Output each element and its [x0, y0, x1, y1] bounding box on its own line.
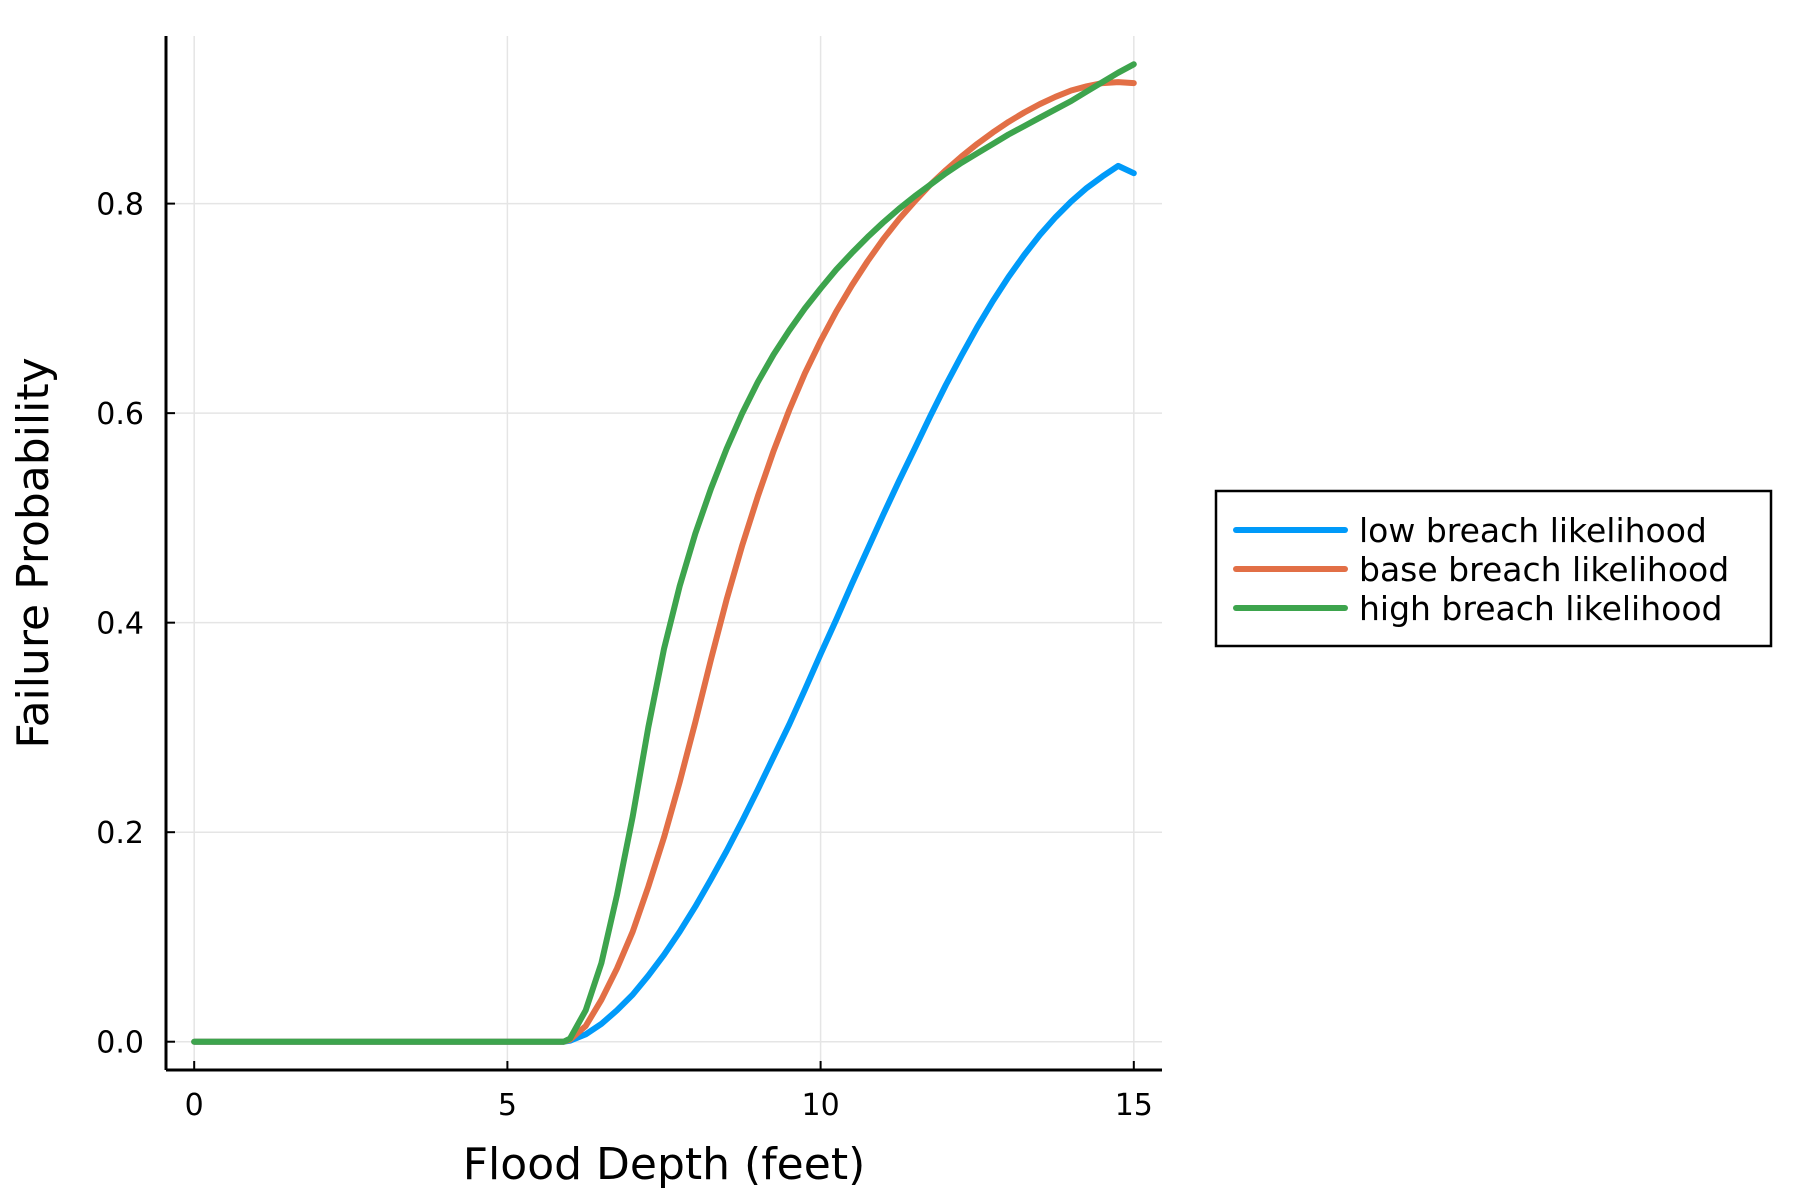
- series-line-2: [191, 79, 1137, 1045]
- x-tick-label: 0: [185, 1088, 204, 1123]
- series-line-3: [191, 61, 1137, 1045]
- series-lines: [191, 61, 1137, 1045]
- x-tick-label: 5: [498, 1088, 517, 1123]
- series-line-1: [191, 162, 1137, 1045]
- legend-label: high breach likelihood: [1359, 589, 1722, 628]
- legend-label: base breach likelihood: [1359, 550, 1729, 589]
- y-tick-label: 0.2: [96, 816, 144, 851]
- x-axis-title: Flood Depth (feet): [463, 1139, 866, 1190]
- x-tick-label: 15: [1115, 1088, 1153, 1123]
- y-tick-label: 0.6: [96, 397, 144, 432]
- grid-lines: [166, 36, 1162, 1070]
- legend-label: low breach likelihood: [1359, 511, 1707, 550]
- y-tick-label: 0.4: [96, 607, 144, 642]
- tick-labels: 0 5 10 15 0.0 0.2 0.4 0.6 0.8: [96, 188, 1153, 1123]
- y-tick-label: 0.8: [96, 188, 144, 223]
- axes: [164, 36, 1162, 1072]
- y-tick-label: 0.0: [96, 1026, 144, 1061]
- y-axis-title: Failure Probability: [8, 357, 59, 748]
- x-tick-label: 10: [802, 1088, 840, 1123]
